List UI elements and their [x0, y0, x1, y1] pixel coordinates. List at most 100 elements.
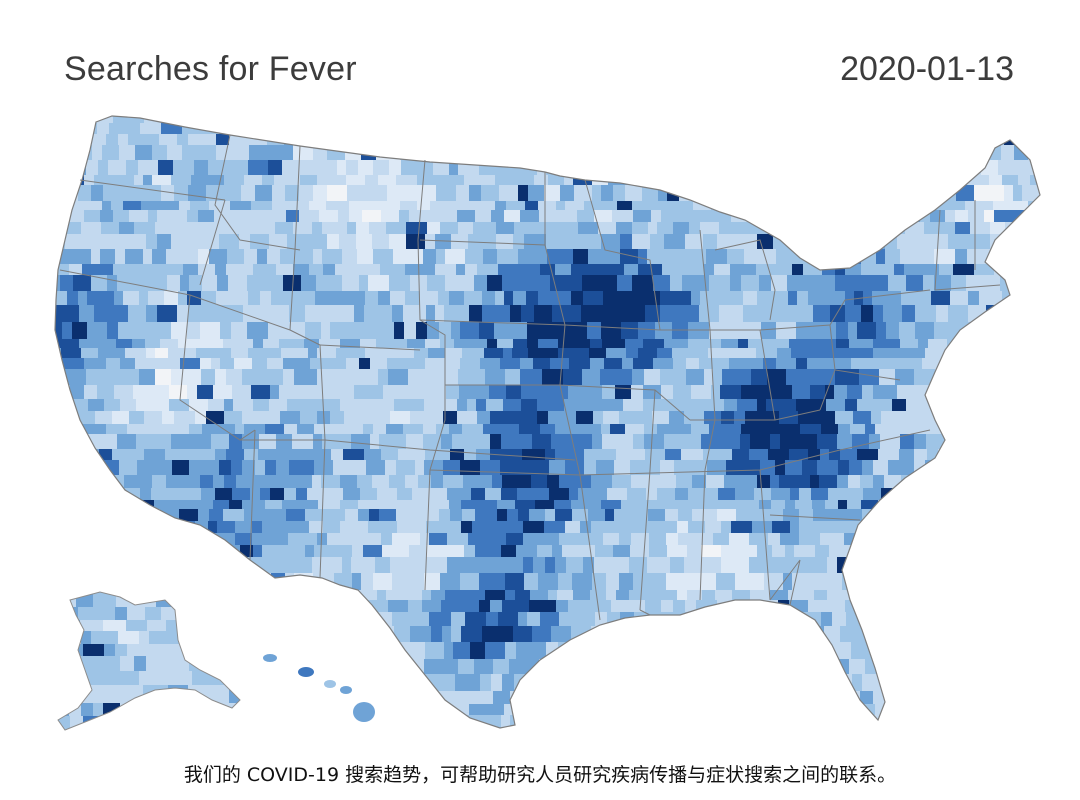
county-cell: [778, 642, 792, 660]
county-cell: [1004, 533, 1016, 546]
county-cell: [387, 185, 401, 202]
county-cell: [464, 291, 474, 306]
county-cell: [478, 500, 498, 510]
county-cell: [657, 175, 672, 186]
county-cell: [208, 521, 218, 534]
county-cell: [789, 339, 809, 349]
county-cell: [689, 222, 701, 235]
county-cell: [629, 674, 644, 692]
county-cell: [724, 185, 743, 202]
county-cell: [346, 358, 360, 370]
county-cell: [136, 475, 153, 489]
county-cell: [440, 339, 455, 349]
county-cell: [754, 488, 772, 501]
county-cell: [828, 488, 844, 501]
county-cell: [55, 116, 60, 124]
county-cell: [849, 339, 863, 349]
county-cell: [499, 305, 511, 323]
county-cell: [749, 449, 769, 461]
county-cell: [1028, 573, 1040, 591]
county-cell: [823, 358, 839, 370]
county-cell: [323, 264, 336, 276]
county-cell: [1039, 424, 1040, 435]
county-cell: [943, 715, 955, 728]
county-cell: [174, 411, 196, 425]
county-cell: [636, 305, 646, 323]
county-cell: [276, 545, 290, 558]
county-cell: [810, 185, 820, 202]
county-cell: [446, 385, 460, 400]
county-cell: [240, 134, 257, 146]
county-cell: [590, 358, 605, 370]
county-cell: [98, 234, 113, 250]
county-cell: [878, 210, 898, 223]
county-cell: [1009, 488, 1024, 501]
county-cell: [985, 358, 1005, 370]
county-cell: [460, 358, 481, 370]
county-cell: [144, 449, 166, 461]
county-cell: [937, 222, 956, 235]
county-cell: [132, 533, 148, 546]
county-cell: [188, 685, 210, 704]
county-cell: [161, 607, 180, 621]
county-cell: [948, 305, 960, 323]
county-cell: [714, 210, 732, 223]
county-cell: [106, 369, 121, 386]
county-cell: [729, 201, 742, 211]
county-cell: [298, 234, 318, 250]
county-cell: [436, 557, 448, 574]
county-cell: [215, 449, 227, 461]
county-cell: [113, 500, 127, 510]
county-cell: [739, 358, 749, 370]
county-cell: [582, 145, 599, 161]
county-cell: [612, 210, 634, 223]
county-cell: [873, 305, 884, 323]
county-cell: [88, 399, 105, 412]
county-cell: [1015, 434, 1033, 450]
county-cell: [483, 249, 498, 265]
county-cell: [148, 210, 158, 223]
county-cell: [443, 521, 462, 534]
county-cell: [1027, 348, 1040, 359]
county-cell: [934, 275, 952, 292]
county-cell: [81, 222, 102, 235]
county-cell: [375, 557, 391, 574]
county-cell: [377, 488, 389, 501]
county-cell: [271, 449, 285, 461]
county-cell: [100, 210, 114, 223]
county-cell: [130, 123, 141, 135]
county-cell: [202, 642, 217, 660]
county-cell: [920, 175, 938, 186]
county-cell: [632, 275, 654, 292]
county-cell: [520, 210, 540, 223]
county-cell: [177, 545, 187, 558]
county-cell: [247, 322, 269, 340]
county-cell: [152, 175, 172, 186]
county-cell: [638, 123, 657, 135]
county-cell: [501, 434, 521, 450]
county-cell: [456, 305, 470, 323]
county-cell: [407, 358, 426, 370]
county-cell: [617, 275, 633, 292]
county-cell: [1027, 210, 1040, 223]
county-cell: [231, 322, 248, 340]
county-cell: [188, 234, 200, 250]
county-cell: [762, 185, 778, 202]
county-cell: [688, 348, 700, 359]
county-cell: [446, 134, 458, 146]
county-cell: [497, 249, 519, 265]
county-cell: [914, 659, 929, 675]
county-cell: [317, 305, 337, 323]
county-cell: [187, 210, 199, 223]
county-cell: [308, 348, 318, 359]
county-cell: [393, 249, 407, 265]
county-cell: [681, 210, 703, 223]
county-cell: [125, 249, 144, 265]
county-cell: [230, 607, 240, 621]
county-cell: [414, 348, 429, 359]
county-cell: [492, 521, 510, 534]
county-cell: [678, 424, 692, 435]
county-cell: [349, 210, 363, 223]
county-cell: [173, 691, 188, 705]
county-cell: [979, 691, 994, 705]
